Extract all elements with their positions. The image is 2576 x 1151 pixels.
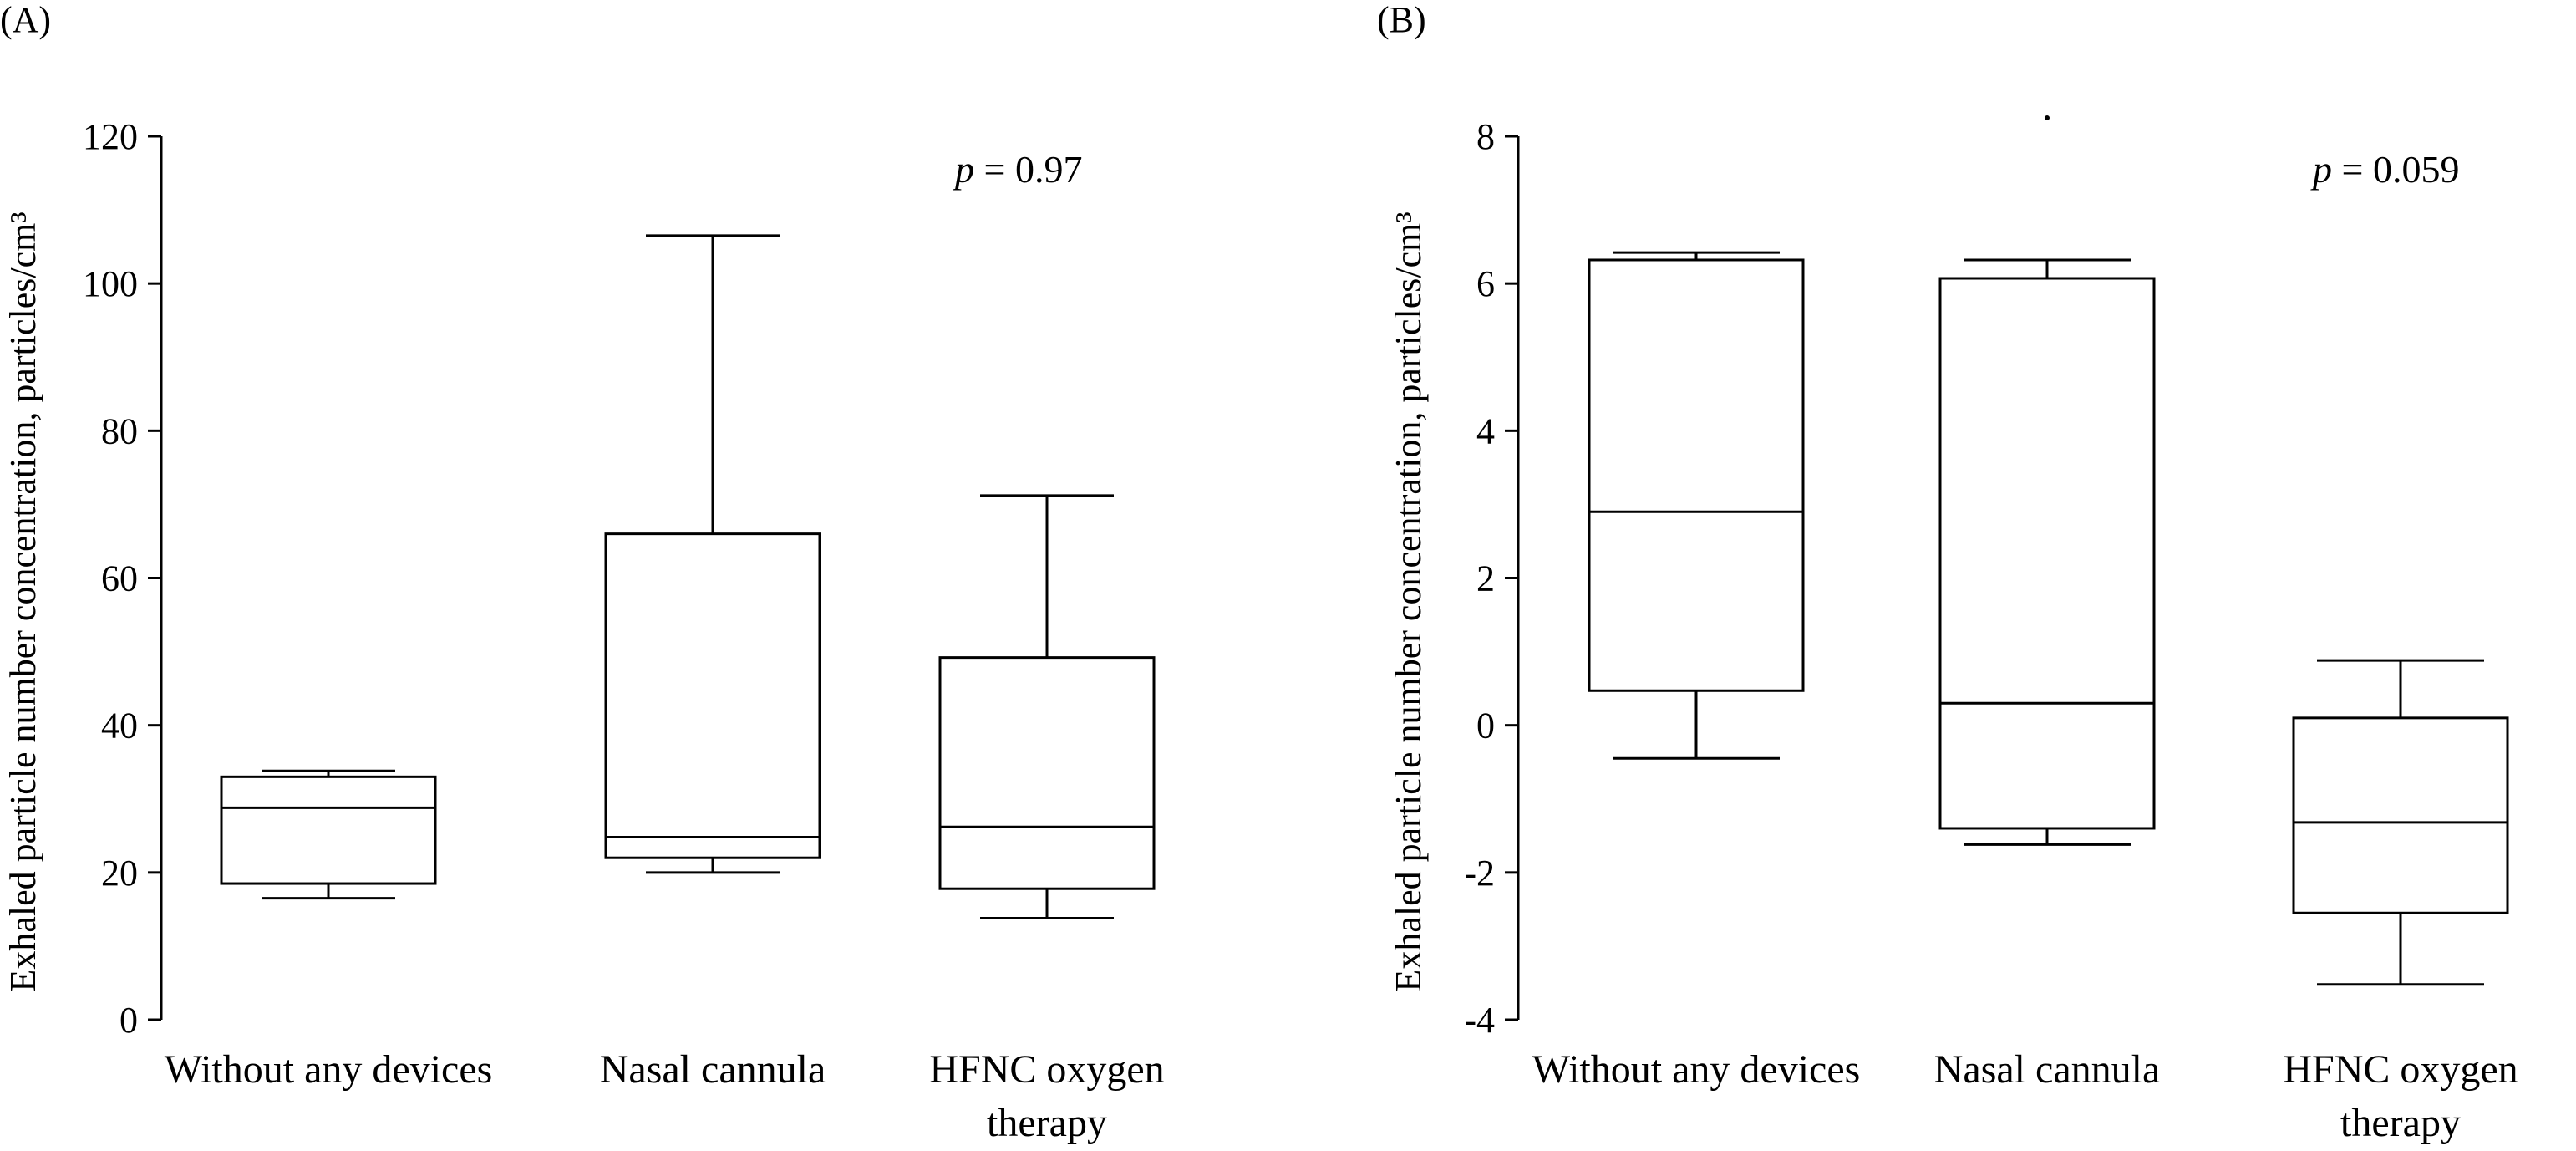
panel-b-y-tick-label: -4 <box>1464 1000 1495 1041</box>
panel-b: (B) Exhaled particle number concentratio… <box>1377 0 2518 1145</box>
panel-a-y-tick-label: 100 <box>83 263 138 304</box>
panel-a-category-label: therapy <box>987 1101 1107 1145</box>
panel-b-y-tick-label: 8 <box>1476 116 1495 157</box>
panel-b-category-label: Nasal cannula <box>1934 1047 2161 1092</box>
panel-a-label: (A) <box>0 0 51 40</box>
panel-a: (A) Exhaled particle number concentratio… <box>0 0 1165 1145</box>
panel-b-y-tick-label: 4 <box>1476 410 1495 451</box>
panel-b-box-2 <box>1938 258 2156 846</box>
panel-b-y-tick-label: 6 <box>1476 263 1495 304</box>
panel-a-p-text: = 0.97 <box>974 148 1082 191</box>
panel-b-category-label: Without any devices <box>1532 1047 1861 1092</box>
panel-b-category-label: therapy <box>2340 1101 2461 1145</box>
panel-b-p-text: = 0.059 <box>2332 148 2459 191</box>
iqr-box <box>220 775 437 885</box>
panel-a-category-label: Nasal cannula <box>600 1047 826 1092</box>
panel-a-y-tick-label: 20 <box>101 853 138 894</box>
panel-a-p-value: p = 0.97 <box>953 148 1082 191</box>
panel-b-box-3 <box>2292 659 2509 986</box>
panel-a-p-italic: p <box>953 148 974 191</box>
panel-a-y-tick-label: 0 <box>119 1000 138 1041</box>
panel-b-category-label: HFNC oxygen <box>2283 1047 2518 1092</box>
panel-b-y-axis-label: Exhaled particle number concentration, p… <box>1388 211 1429 991</box>
panel-b-p-value: p = 0.059 <box>2310 148 2459 191</box>
panel-b-box-1 <box>1588 251 1805 760</box>
iqr-box <box>1588 258 1805 692</box>
panel-a-box-1 <box>220 769 437 900</box>
panel-b-label: (B) <box>1377 0 1426 40</box>
panel-b-outlier-point <box>2045 115 2050 120</box>
panel-b-y-tick-label: 2 <box>1476 558 1495 599</box>
panel-a-category-label: Without any devices <box>165 1047 493 1092</box>
panel-b-p-italic: p <box>2310 148 2332 191</box>
panel-a-category-label: HFNC oxygen <box>929 1047 1164 1092</box>
panel-b-y-tick-label: 0 <box>1476 705 1495 746</box>
iqr-box <box>938 656 1156 890</box>
panel-a-box-2 <box>604 234 821 874</box>
panel-a-y-tick-label: 120 <box>83 116 138 157</box>
iqr-box <box>1938 277 2156 830</box>
iqr-box <box>2292 716 2509 914</box>
panel-a-box-3 <box>938 494 1156 919</box>
panel-b-y-tick-label: -2 <box>1464 853 1495 894</box>
panel-a-y-axis-label: Exhaled particle number concentration, p… <box>3 211 43 991</box>
panel-a-y-tick-label: 60 <box>101 558 138 599</box>
panel-a-y-tick-label: 40 <box>101 705 138 746</box>
iqr-box <box>604 532 821 859</box>
panel-a-y-tick-label: 80 <box>101 410 138 451</box>
